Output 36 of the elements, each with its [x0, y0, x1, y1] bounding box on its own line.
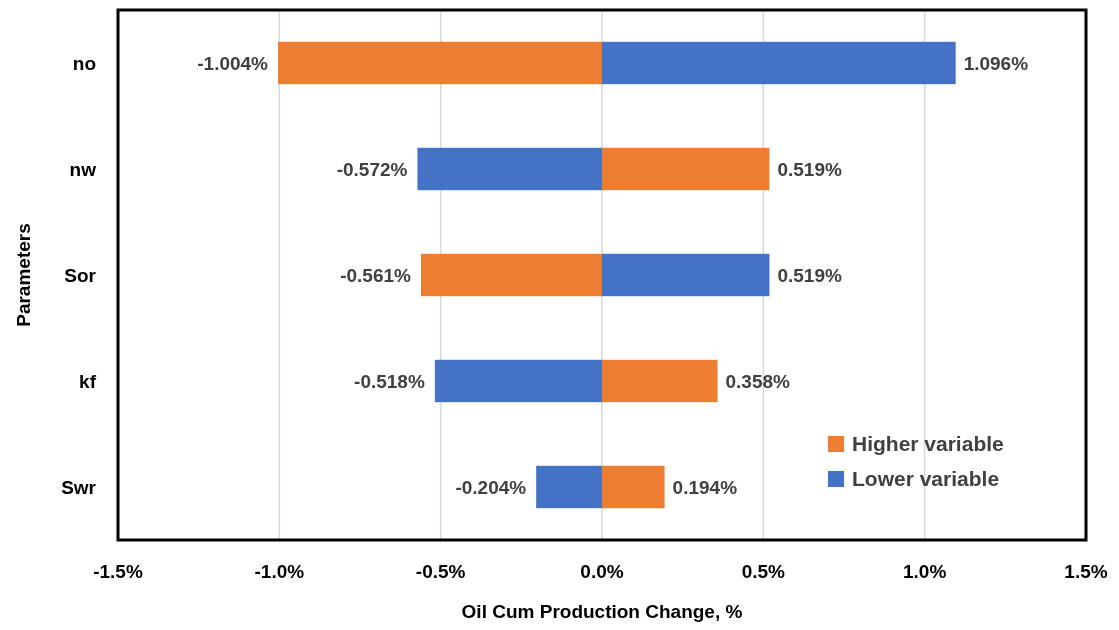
y-axis-title: Parameters	[13, 223, 34, 327]
data-label: 1.096%	[963, 52, 1029, 74]
y-tick-label: Swr	[61, 476, 97, 498]
data-label: 0.194%	[672, 476, 738, 498]
y-tick-label: nw	[69, 158, 97, 180]
bar	[602, 41, 956, 85]
data-label: 0.358%	[725, 370, 791, 392]
bar	[602, 465, 665, 509]
data-label: 0.519%	[777, 158, 843, 180]
bar	[417, 147, 602, 191]
y-tick-label: no	[72, 52, 96, 74]
x-tick-label: 0.0%	[580, 561, 624, 582]
bar	[420, 253, 602, 297]
data-label: -0.518%	[354, 370, 425, 392]
x-tick-label: 1.5%	[1064, 561, 1108, 582]
x-tick-label: -0.5%	[415, 561, 466, 582]
bar	[602, 253, 770, 297]
y-tick-label: Sor	[64, 264, 97, 286]
x-tick-label: -1.5%	[93, 561, 143, 582]
legend-label: Lower variable	[852, 467, 1000, 491]
bar	[602, 147, 770, 191]
data-label: -0.561%	[340, 264, 412, 286]
y-tick-label: kf	[79, 370, 97, 392]
data-label: -1.004%	[197, 52, 269, 74]
bar	[434, 359, 602, 403]
data-label: 0.519%	[777, 264, 843, 286]
data-label: -0.572%	[336, 158, 408, 180]
legend-label: Higher variable	[852, 432, 1004, 456]
bar	[278, 41, 602, 85]
bar	[602, 359, 718, 403]
data-label: -0.204%	[455, 476, 527, 498]
bar	[536, 465, 602, 509]
x-tick-label: 1.0%	[903, 561, 947, 582]
x-tick-label: -1.0%	[254, 561, 305, 582]
x-axis-title: Oil Cum Production Change, %	[461, 601, 743, 622]
x-tick-label: 0.5%	[741, 561, 786, 582]
